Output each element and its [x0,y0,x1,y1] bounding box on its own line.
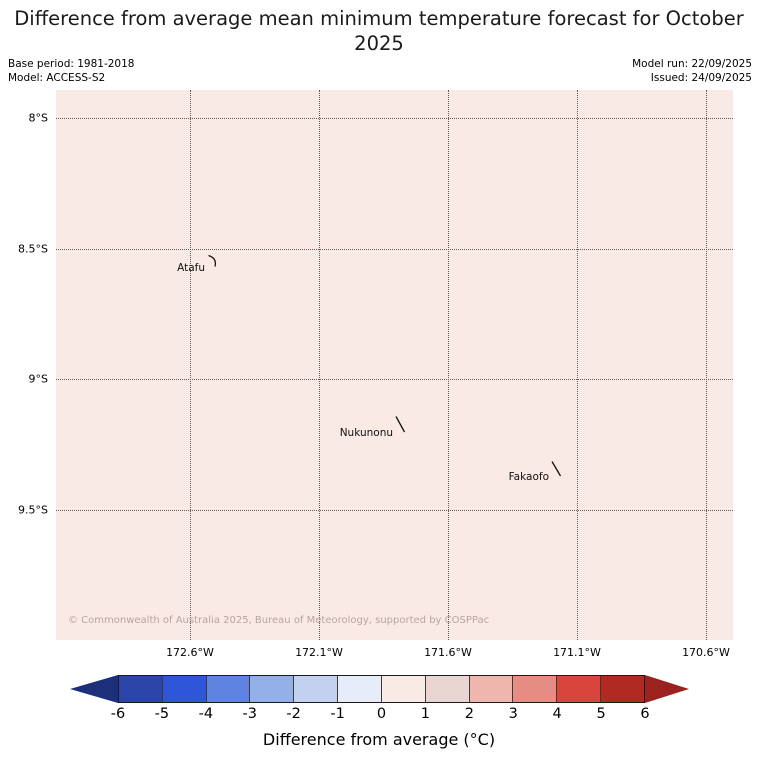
colorbar-tick-2: 2 [464,706,474,722]
colorbar-tick--4: -4 [198,706,214,722]
colorbar-segment-0 [119,676,163,702]
colorbar-segment-8 [469,676,514,702]
ytick-9.5S: 9.5°S [18,503,48,517]
colorbar-segment-1 [162,676,207,702]
colorbar-tick--6: -6 [110,706,126,722]
xtick-170.6W: 170.6°W [682,646,730,659]
gridline-lon-172.6W [190,90,191,640]
gridline-lat-8.5S [56,249,733,250]
map-plot-area: Atafu Nukunonu Fakaofo © Commonwealth of… [56,90,733,640]
base-period-text: Base period: 1981-2018 [8,58,135,70]
island-label-fakaofo: Fakaofo [508,471,549,483]
ytick-8S: 8°S [28,111,48,125]
colorbar-segment-11 [601,676,644,702]
gridline-lon-172.1W [319,90,320,640]
colorbar-tick--5: -5 [154,706,170,722]
ytick-9S: 9°S [28,372,48,386]
island-label-atafu: Atafu [177,262,205,274]
model-run-text: Model run: 22/09/2025 [632,58,752,70]
ytick-8.5S: 8.5°S [18,242,48,256]
gridline-lat-8S [56,118,733,119]
colorbar-tick-3: 3 [508,706,518,722]
colorbar-tick--1: -1 [330,706,345,722]
xtick-172.6W: 172.6°W [166,646,214,659]
colorbar: -6 -5 -4 -3 -2 -1 0 1 2 3 4 5 6 Difference from aver… [0,672,758,781]
atoll-outline-fakaofo [551,461,562,477]
gridline-lat-9S [56,379,733,380]
colorbar-tick-5: 5 [596,706,606,722]
colorbar-tick-1: 1 [420,706,431,722]
colorbar-tick-labels: -6 -5 -4 -3 -2 -1 0 1 2 3 4 5 6 [0,706,758,726]
xtick-172.1W: 172.1°W [295,646,343,659]
colorbar-segment-3 [250,676,295,702]
colorbar-segment-9 [513,676,558,702]
colorbar-extend-min-arrow [70,675,118,703]
colorbar-tick--2: -2 [286,706,301,722]
colorbar-segment-10 [557,676,602,702]
colorbar-segment-2 [206,676,251,702]
header-meta-left: Base period: 1981-2018 Model: ACCESS-S2 [8,57,134,85]
gridline-lon-170.6W [706,90,707,640]
xtick-171.6W: 171.6°W [424,646,472,659]
page-title: Difference from average mean minimum tem… [14,7,744,55]
colorbar-tick-4: 4 [552,706,562,722]
copyright-text: © Commonwealth of Australia 2025, Bureau… [68,615,490,626]
model-text: Model: ACCESS-S2 [8,72,106,84]
y-axis-tick-labels: 8°S 8.5°S 9°S 9.5°S [0,90,758,640]
colorbar-extend-max-arrow [645,675,689,703]
gridline-lat-9.5S [56,510,733,511]
colorbar-tick--3: -3 [242,706,257,722]
colorbar-segment-6 [381,676,426,702]
island-label-nukunonu: Nukunonu [339,427,393,439]
atoll-outline-atafu [208,254,217,267]
colorbar-segments [118,675,645,703]
xtick-171.1W: 171.1°W [553,646,601,659]
colorbar-tick-0: 0 [376,706,387,722]
colorbar-segment-7 [425,676,470,702]
colorbar-tick-6: 6 [640,706,650,722]
colorbar-segment-5 [338,676,382,702]
colorbar-axis-label: Difference from average (°C) [262,730,496,749]
atoll-outline-nukunonu [395,416,406,433]
issued-text: Issued: 24/09/2025 [650,72,752,84]
header-meta-right: Model run: 22/09/2025 Issued: 24/09/2025 [632,57,752,85]
gridline-lon-171.1W [577,90,578,640]
x-axis-tick-labels: 172.6°W 172.1°W 171.6°W 171.1°W 170.6°W [0,646,758,664]
gridline-lon-171.6W [448,90,449,640]
colorbar-segment-4 [294,676,339,702]
